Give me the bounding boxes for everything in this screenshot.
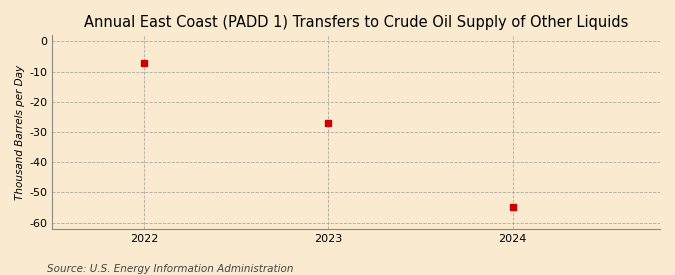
Y-axis label: Thousand Barrels per Day: Thousand Barrels per Day [15,64,25,200]
Text: Source: U.S. Energy Information Administration: Source: U.S. Energy Information Administ… [47,264,294,274]
Title: Annual East Coast (PADD 1) Transfers to Crude Oil Supply of Other Liquids: Annual East Coast (PADD 1) Transfers to … [84,15,628,30]
